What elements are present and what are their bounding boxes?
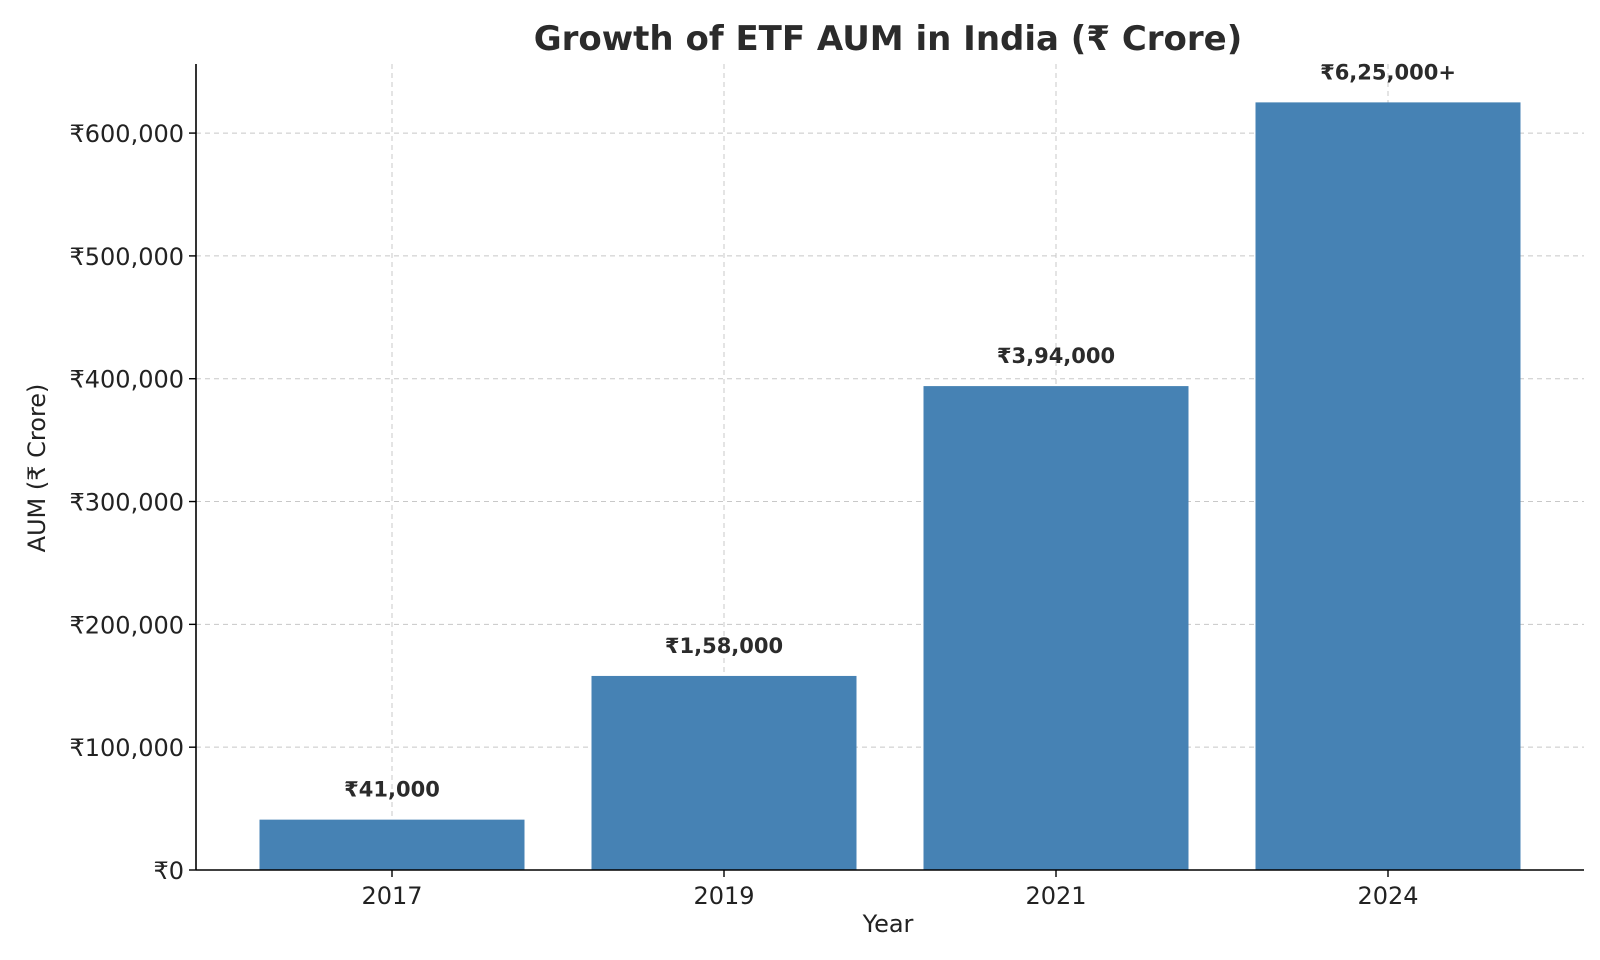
y-tick-label: ₹100,000 <box>69 734 184 762</box>
x-tick-label: 2017 <box>361 882 422 910</box>
x-tick-label: 2024 <box>1357 882 1418 910</box>
data-label: ₹41,000 <box>344 778 440 802</box>
bar-2024 <box>1255 102 1521 870</box>
bar-2019 <box>591 675 857 870</box>
axes <box>195 64 1584 871</box>
bar-2021 <box>923 386 1189 870</box>
data-label: ₹1,58,000 <box>665 634 783 658</box>
y-axis-title: AUM (₹ Crore) <box>23 384 51 553</box>
x-tick-labels: 2017 2019 2021 2024 <box>361 870 1419 910</box>
y-tick-label: ₹500,000 <box>69 243 184 271</box>
chart-title: Growth of ETF AUM in India (₹ Crore) <box>534 19 1243 59</box>
x-tick-label: 2021 <box>1025 882 1086 910</box>
data-labels: ₹41,000 ₹1,58,000 ₹3,94,000 ₹6,25,000+ <box>344 60 1456 801</box>
y-tick-label: ₹400,000 <box>69 366 184 394</box>
bars <box>259 102 1521 870</box>
bar-2017 <box>259 819 525 870</box>
y-tick-labels: ₹0 ₹100,000 ₹200,000 ₹300,000 ₹400,000 ₹500,0… <box>69 120 196 885</box>
x-tick-label: 2019 <box>693 882 754 910</box>
data-label: ₹3,94,000 <box>997 344 1115 368</box>
data-label: ₹6,25,000+ <box>1320 60 1456 84</box>
y-tick-label: ₹200,000 <box>69 611 184 639</box>
y-tick-label: ₹0 <box>153 857 184 885</box>
y-tick-label: ₹300,000 <box>69 489 184 517</box>
y-tick-label: ₹600,000 <box>69 120 184 148</box>
x-axis-title: Year <box>862 910 914 938</box>
